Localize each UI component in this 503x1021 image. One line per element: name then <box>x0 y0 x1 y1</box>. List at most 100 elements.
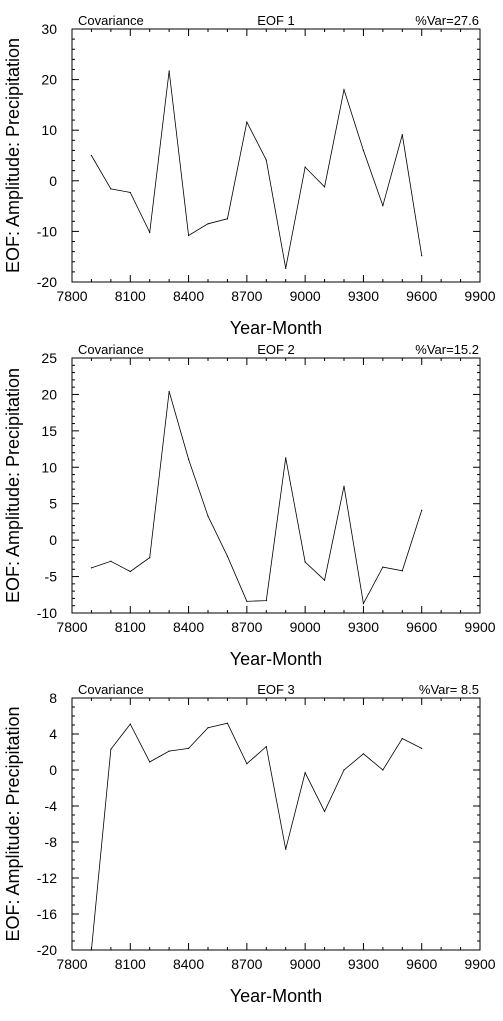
y-tick-label: 20 <box>41 72 57 88</box>
data-point <box>401 134 403 136</box>
y-tick-label: 4 <box>49 726 57 742</box>
plot-frame <box>71 697 481 951</box>
data-point <box>90 154 93 157</box>
eof-panel-3: 7800 8100 8400 8700 9000 9300 9600 9900 -20 -16 -1… <box>3 682 496 1006</box>
x-tick-label: 8700 <box>231 956 262 972</box>
x-axis-label: Year-Month <box>230 649 322 669</box>
y-tick-label: -20 <box>37 274 57 290</box>
data-point <box>323 186 326 188</box>
data-point <box>343 485 345 487</box>
eof-panel-1: 7800 8100 8400 8700 9000 9300 9600 9900 -20 -10 0 1… <box>3 13 496 338</box>
x-axis-label: Year-Month <box>230 318 322 338</box>
y-tick-label: -16 <box>37 906 57 922</box>
plot-frame <box>71 357 481 614</box>
data-point <box>149 231 151 234</box>
panel-right-header: %Var=15.2 <box>415 342 479 357</box>
x-tick-label: 9900 <box>464 288 495 304</box>
data-point <box>343 769 345 771</box>
panel-left-header: Covariance <box>78 13 144 28</box>
y-tick-label: 30 <box>41 21 57 37</box>
data-point <box>168 750 170 752</box>
x-tick-label: 7800 <box>56 956 87 972</box>
x-tick-label: 8100 <box>115 619 146 635</box>
y-tick-label: 15 <box>41 423 57 439</box>
data-point <box>110 560 112 562</box>
data-point <box>285 848 287 850</box>
y-tick-label: -4 <box>45 798 58 814</box>
y-tick-label: -20 <box>37 942 57 958</box>
y-tick-label: 20 <box>41 386 57 402</box>
data-point <box>226 218 229 220</box>
data-point <box>265 600 267 602</box>
data-point <box>187 747 190 750</box>
y-tick-label: 0 <box>49 173 57 189</box>
data-point <box>343 89 345 91</box>
data-point <box>401 570 403 572</box>
x-tick-label: 9000 <box>290 956 321 972</box>
data-point <box>246 121 248 123</box>
y-axis-label: EOF: Amplitude: Precipitation <box>3 706 23 941</box>
data-point <box>207 515 209 517</box>
panel-left-header: Covariance <box>78 342 144 357</box>
x-tick-label: 9000 <box>290 619 321 635</box>
data-point <box>187 458 190 460</box>
data-point <box>285 267 287 269</box>
x-tick-label: 7800 <box>56 288 87 304</box>
data-point <box>149 557 151 559</box>
data-point <box>129 191 131 194</box>
panel-left-header: Covariance <box>78 682 144 697</box>
x-tick-label: 9600 <box>406 956 437 972</box>
panel-right-header: %Var= 8.5 <box>419 682 479 697</box>
eof-series-line <box>91 722 422 951</box>
y-tick-label: 25 <box>41 350 57 366</box>
x-tick-label: 8700 <box>231 288 262 304</box>
x-tick-label: 8400 <box>173 288 204 304</box>
x-tick-label: 9900 <box>464 619 495 635</box>
data-point <box>362 149 365 152</box>
y-tick-label: -8 <box>45 834 58 850</box>
x-tick-label: 9600 <box>406 619 437 635</box>
y-tick-label: -10 <box>37 605 57 621</box>
panel-title: EOF 3 <box>257 682 295 697</box>
data-point <box>226 555 229 557</box>
eof-panel-2: 7800 8100 8400 8700 9000 9300 9600 9900 -10 -5 0 5 1… <box>3 342 496 669</box>
data-point <box>129 570 131 573</box>
data-point <box>401 737 403 740</box>
data-point <box>168 70 170 72</box>
x-axis-label: Year-Month <box>230 986 322 1006</box>
data-point <box>285 457 287 459</box>
data-point <box>421 509 423 511</box>
data-point <box>265 159 267 161</box>
x-tick-label: 8700 <box>231 619 262 635</box>
data-point <box>168 390 170 393</box>
data-point <box>304 772 306 774</box>
y-tick-label: -10 <box>37 223 57 239</box>
data-point <box>362 753 365 755</box>
x-tick-label: 9900 <box>464 956 495 972</box>
data-point <box>90 949 93 951</box>
data-point <box>382 769 384 771</box>
x-tick-label: 9300 <box>348 288 379 304</box>
data-point <box>90 567 93 569</box>
y-tick-label: 10 <box>41 122 57 138</box>
data-point <box>207 727 209 729</box>
y-axis-label: EOF: Amplitude: Precipitation <box>3 38 23 273</box>
x-tick-label: 9300 <box>348 956 379 972</box>
data-point <box>149 761 151 763</box>
plot-frame <box>71 28 481 283</box>
eof-series-line <box>91 391 423 605</box>
panel-right-header: %Var=27.6 <box>415 13 479 28</box>
data-point <box>110 748 112 750</box>
y-tick-label: 0 <box>49 762 57 778</box>
panel-title: EOF 1 <box>257 13 295 28</box>
y-tick-label: 10 <box>41 459 57 475</box>
x-tick-label: 8400 <box>173 956 204 972</box>
data-point <box>304 166 306 168</box>
y-tick-label: 0 <box>49 532 57 548</box>
y-tick-label: -5 <box>45 569 58 585</box>
data-point <box>265 746 267 748</box>
data-point <box>129 723 131 725</box>
y-tick-label: 5 <box>49 496 57 512</box>
